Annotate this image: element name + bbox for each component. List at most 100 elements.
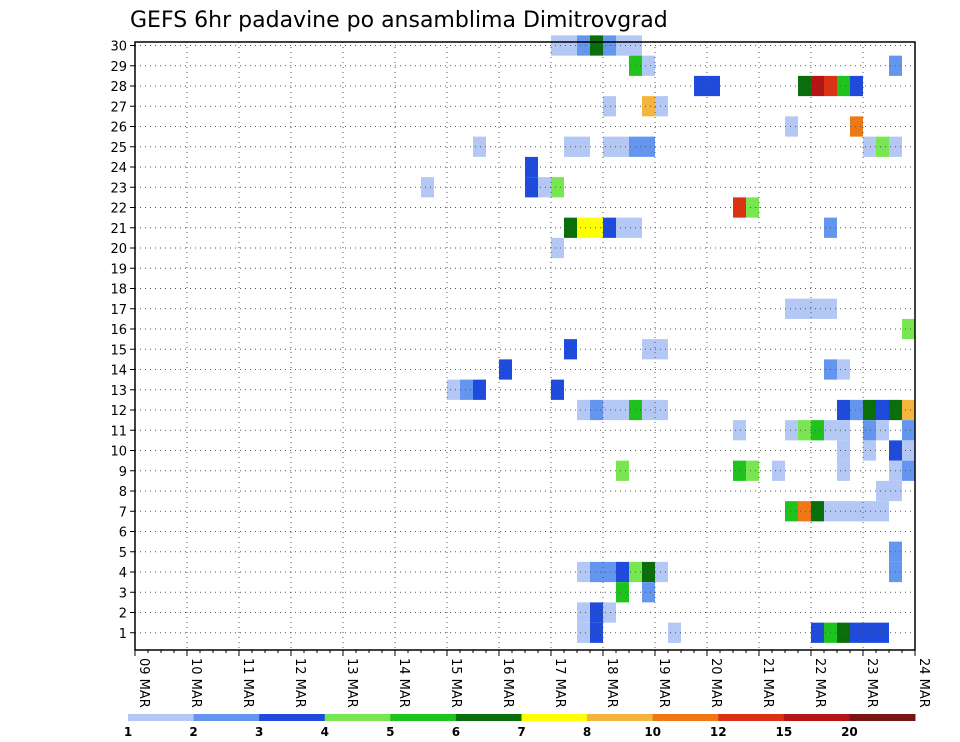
cell-m13-s27 (473, 379, 486, 400)
cell-m7-s56 (850, 501, 863, 522)
cell-m9-s60 (902, 460, 915, 481)
cell-m12-s60 (902, 399, 915, 421)
cell-m1-s35 (577, 622, 590, 643)
cell-m9-s50 (772, 460, 785, 481)
cell-m23-s23 (421, 177, 434, 198)
cell-m1-s56 (850, 622, 863, 643)
cell-m12-s38 (616, 399, 629, 421)
colorbar-swatch (259, 714, 326, 721)
cell-m30-s36 (590, 35, 603, 56)
y-tick-label: 6 (119, 526, 127, 541)
cell-m11-s51 (785, 420, 798, 441)
cell-m29-s40 (642, 55, 655, 76)
heatmap-cells (421, 35, 915, 643)
cell-m28-s55 (837, 75, 850, 97)
y-tick-label: 29 (110, 60, 127, 75)
cell-m4-s35 (577, 561, 590, 583)
cell-m21-s35 (577, 217, 590, 238)
cell-m2-s36 (590, 602, 603, 623)
cell-m21-s37 (603, 217, 616, 238)
cell-m28-s52 (798, 75, 811, 97)
cell-m30-s38 (616, 35, 629, 56)
colorbar-label: 1 (124, 725, 132, 739)
cell-m25-s35 (577, 136, 590, 157)
colorbar-swatch (521, 714, 588, 721)
cell-m17-s53 (811, 298, 824, 319)
cell-m23-s33 (551, 177, 564, 198)
cell-m9-s38 (616, 460, 629, 481)
cell-m8-s58 (876, 480, 889, 502)
cell-m7-s52 (798, 501, 811, 522)
colorbar-label: 5 (386, 725, 394, 739)
cell-m20-s33 (551, 237, 564, 259)
cell-m1-s36 (590, 622, 603, 643)
colorbar-label: 4 (321, 725, 329, 739)
cell-m30-s33 (551, 35, 564, 56)
y-tick-label: 26 (110, 121, 127, 136)
cell-m1-s55 (837, 622, 850, 643)
y-tick-label: 2 (119, 607, 127, 622)
cell-m9-s47 (733, 460, 746, 481)
colorbar-label: 20 (841, 725, 858, 739)
x-tick-label: 13 MAR (344, 658, 359, 708)
cell-m1-s42 (668, 622, 681, 643)
cell-m11-s57 (863, 420, 876, 441)
colorbar-swatch (128, 714, 195, 721)
cell-m25-s58 (876, 136, 889, 157)
cell-m27-s37 (603, 96, 616, 117)
cell-m12-s41 (655, 399, 668, 421)
cell-m13-s26 (460, 379, 473, 400)
cell-m2-s37 (603, 602, 616, 623)
cell-m23-s31 (525, 177, 538, 198)
cell-m12-s55 (837, 399, 850, 421)
x-tick-label: 17 MAR (552, 658, 567, 708)
x-tick-label: 16 MAR (500, 658, 515, 708)
cell-m17-s52 (798, 298, 811, 319)
y-tick-label: 24 (110, 161, 127, 176)
cell-m25-s37 (603, 136, 616, 157)
cell-m25-s27 (473, 136, 486, 157)
cell-m26-s56 (850, 116, 863, 137)
cell-m1-s57 (863, 622, 876, 643)
cell-m12-s56 (850, 399, 863, 421)
cell-m25-s57 (863, 136, 876, 157)
cell-m2-s35 (577, 602, 590, 623)
cell-m3-s40 (642, 582, 655, 603)
colorbar-swatch (455, 714, 522, 721)
colorbar-label: 15 (775, 725, 792, 739)
cell-m10-s60 (902, 440, 915, 461)
cell-m12-s36 (590, 399, 603, 421)
cell-m12-s37 (603, 399, 616, 421)
cell-m9-s55 (837, 460, 850, 481)
cell-m14-s55 (837, 359, 850, 380)
cell-m10-s57 (863, 440, 876, 461)
cell-m4-s37 (603, 561, 616, 583)
y-tick-label: 4 (119, 566, 127, 581)
cell-m7-s51 (785, 501, 798, 522)
cell-m16-s60 (902, 318, 915, 340)
y-tick-label: 5 (119, 546, 127, 561)
colorbar-swatch (390, 714, 457, 721)
cell-m28-s56 (850, 75, 863, 97)
cell-m12-s57 (863, 399, 876, 421)
gridlines (135, 42, 915, 650)
cell-m21-s38 (616, 217, 629, 238)
cell-m13-s33 (551, 379, 564, 400)
cell-m4-s38 (616, 561, 629, 583)
x-tick-label: 23 MAR (864, 658, 879, 708)
cell-m12-s35 (577, 399, 590, 421)
cell-m1-s58 (876, 622, 889, 643)
y-tick-label: 16 (110, 323, 127, 338)
cell-m30-s37 (603, 35, 616, 56)
colorbar-label: 6 (452, 725, 460, 739)
y-tick-label: 13 (110, 384, 127, 399)
cell-m15-s41 (655, 339, 668, 360)
cell-m11-s58 (876, 420, 889, 441)
cell-m15-s40 (642, 339, 655, 360)
cell-m7-s57 (863, 501, 876, 522)
colorbar-swatch (652, 714, 719, 721)
y-tick-label: 25 (110, 141, 127, 156)
cell-m11-s52 (798, 420, 811, 441)
cell-m28-s45 (707, 75, 720, 97)
cell-m7-s55 (837, 501, 850, 522)
